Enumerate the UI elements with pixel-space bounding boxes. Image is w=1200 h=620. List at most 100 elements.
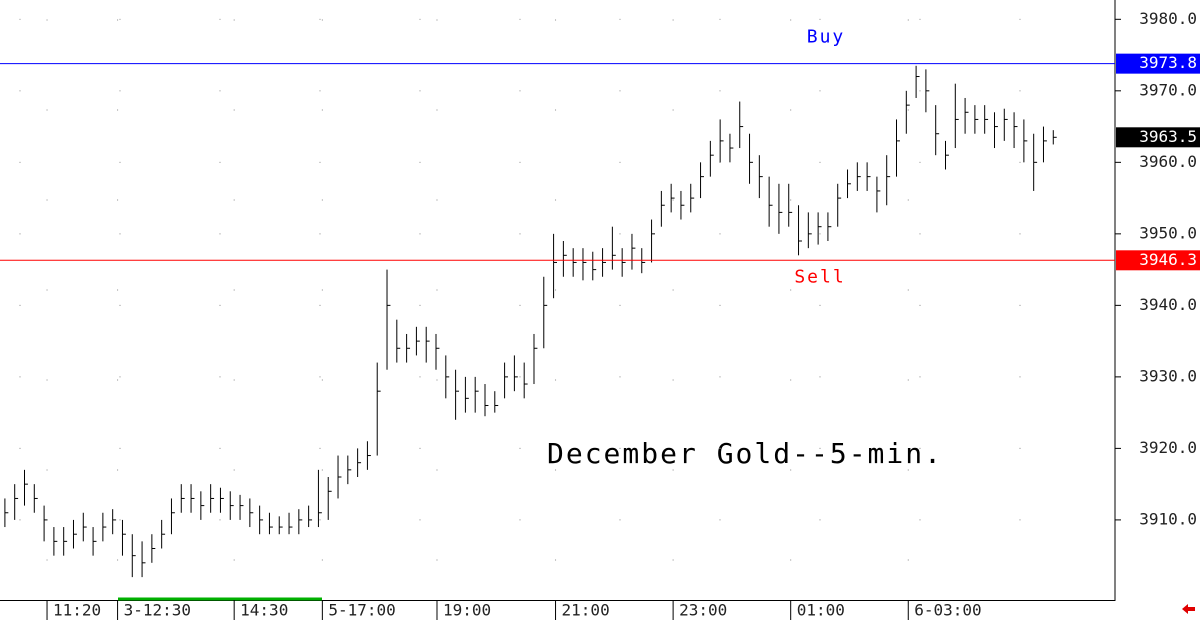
grid-dot (219, 233, 221, 235)
grid-dot (919, 519, 921, 521)
grid-dot (790, 379, 792, 381)
grid-dot (819, 447, 821, 449)
grid-dot (116, 19, 119, 21)
grid-dot (119, 18, 121, 20)
grid-dot (46, 559, 48, 561)
grid-dot (419, 161, 421, 163)
grid-dot (219, 18, 221, 20)
grid-dot (519, 519, 521, 521)
grid-dot (46, 199, 48, 201)
grid-dot (790, 19, 792, 21)
grid-dot (619, 161, 621, 163)
grid-dot (672, 199, 674, 201)
grid-dot (790, 559, 792, 561)
grid-dot (519, 18, 521, 20)
grid-dot (819, 304, 821, 306)
grid-dot (46, 289, 48, 291)
grid-dot (119, 90, 121, 92)
grid-dot (790, 109, 792, 111)
grid-dot (554, 199, 557, 201)
grid-dot (907, 379, 909, 381)
grid-dot (119, 519, 121, 521)
grid-dot (116, 469, 119, 471)
grid-dot (436, 19, 438, 21)
grid-dot (319, 161, 321, 163)
grid-dot (19, 233, 21, 235)
level-tag-label: 3973.8 (1139, 53, 1197, 72)
grid-dot (907, 559, 909, 561)
chart-title: December Gold--5-min. (547, 437, 943, 470)
grid-dot (436, 469, 438, 471)
grid-dot (554, 559, 557, 561)
last-price-label: 3963.5 (1139, 127, 1197, 146)
grid-dot (419, 233, 421, 235)
grid-dot (790, 199, 792, 201)
grid-dot (1019, 161, 1021, 163)
y-tick-label: 3920.0 (1139, 438, 1197, 457)
grid-dot (619, 304, 621, 306)
grid-dot (321, 379, 323, 381)
x-tick-label: 19:00 (443, 601, 491, 620)
grid-dot (116, 109, 119, 111)
grid-dot (819, 519, 821, 521)
grid-dot (907, 199, 909, 201)
grid-dot (19, 519, 21, 521)
grid-dot (319, 304, 321, 306)
level-name: Buy (807, 27, 846, 48)
grid-dot (554, 469, 557, 471)
x-tick-label: 5-17:00 (328, 601, 395, 620)
grid-dot (672, 109, 674, 111)
grid-dot (233, 379, 235, 381)
grid-dot (619, 18, 621, 20)
grid-dot (19, 161, 21, 163)
grid-dot (321, 19, 323, 21)
grid-dot (419, 376, 421, 378)
grid-dot (219, 90, 221, 92)
grid-dot (46, 379, 48, 381)
y-tick-label: 3950.0 (1139, 223, 1197, 242)
grid-dot (819, 161, 821, 163)
grid-dot (819, 376, 821, 378)
grid-dot (519, 447, 521, 449)
grid-dot (819, 18, 821, 20)
grid-dot (319, 90, 321, 92)
level-tag (1116, 53, 1200, 74)
y-tick-label: 3930.0 (1139, 366, 1197, 385)
grid-dot (321, 199, 323, 201)
grid-dot (907, 19, 909, 21)
grid-dot (233, 559, 235, 561)
grid-dot (116, 559, 119, 561)
grid-dot (907, 289, 909, 291)
grid-dot (119, 376, 121, 378)
grid-dot (554, 109, 557, 111)
grid-dot (436, 379, 438, 381)
grid-dot (119, 233, 121, 235)
x-tick-label: 11:20 (53, 601, 101, 620)
grid-dot (233, 109, 235, 111)
x-tick-label: 01:00 (797, 601, 845, 620)
grid-dot (719, 18, 721, 20)
grid-dot (319, 519, 321, 521)
grid-dot (419, 18, 421, 20)
grid-dot (719, 304, 721, 306)
grid-dot (790, 289, 792, 291)
grid-dot (233, 469, 235, 471)
grid-dot (619, 447, 621, 449)
grid-dot (619, 90, 621, 92)
y-tick-label: 3940.0 (1139, 295, 1197, 314)
grid-dot (321, 289, 323, 291)
grid-dot (19, 447, 21, 449)
grid-dot (19, 90, 21, 92)
last-price-tag (1116, 127, 1200, 148)
grid-dot (1019, 304, 1021, 306)
grid-dot (233, 199, 235, 201)
grid-dot (19, 376, 21, 378)
grid-dot (321, 469, 323, 471)
grid-dot (819, 233, 821, 235)
grid-dot (419, 304, 421, 306)
grid-dot (1019, 519, 1021, 521)
grid-dot (219, 376, 221, 378)
grid-dot (519, 233, 521, 235)
